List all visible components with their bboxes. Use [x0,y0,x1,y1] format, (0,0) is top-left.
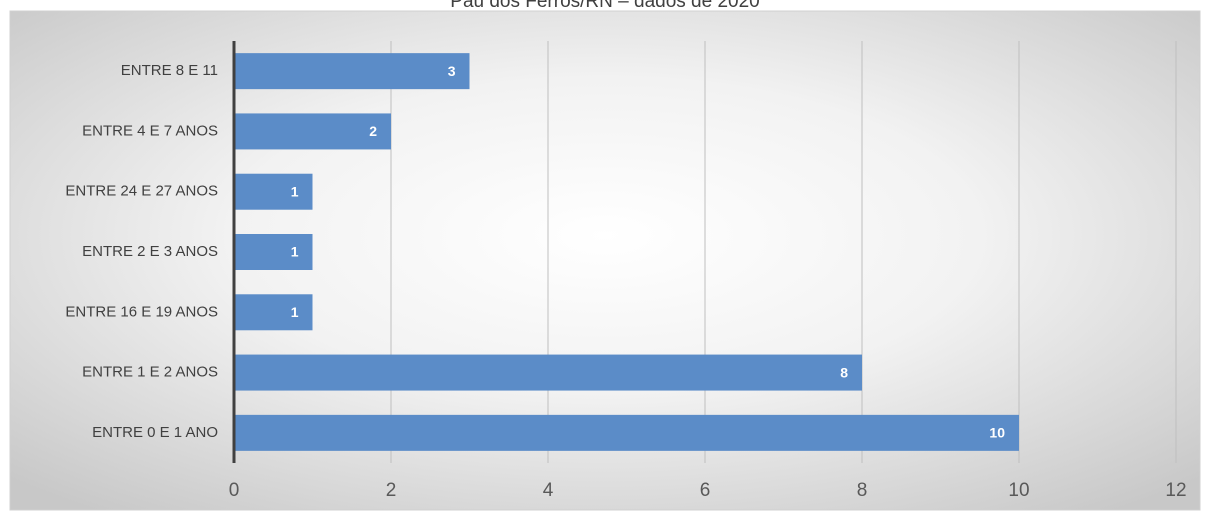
value-label: 10 [989,425,1005,441]
bar [234,354,862,391]
value-label: 1 [291,304,299,320]
y-tick-label: ENTRE 24 E 27 ANOS [65,183,218,200]
y-tick-label: ENTRE 0 E 1 ANO [92,424,218,441]
bar [234,234,313,270]
chart-title: Pau dos Ferros/RN – dados de 2020 [450,0,759,12]
value-label: 2 [369,123,377,139]
x-tick-label: 6 [700,480,711,501]
x-tick-label: 2 [386,480,397,501]
bar [234,414,1019,451]
x-tick-label: 10 [1008,480,1029,501]
x-tick-label: 4 [543,480,554,501]
bar [234,113,391,150]
x-tick-label: 8 [857,480,868,501]
bar [234,173,313,210]
y-tick-label: ENTRE 1 E 2 ANOS [82,364,218,381]
y-tick-label: ENTRE 4 E 7 ANOS [82,122,218,139]
value-label: 1 [291,183,299,199]
value-label: 1 [291,244,299,260]
y-tick-label: ENTRE 8 E 11 [121,62,218,79]
value-label: 8 [840,364,848,380]
bar [234,294,313,331]
bar [234,53,470,90]
x-tick-label: 12 [1165,480,1186,501]
y-tick-label: ENTRE 16 E 19 ANOS [65,303,218,320]
value-label: 3 [448,63,456,79]
x-tick-label: 0 [229,480,240,501]
y-tick-label: ENTRE 2 E 3 ANOS [82,243,218,260]
